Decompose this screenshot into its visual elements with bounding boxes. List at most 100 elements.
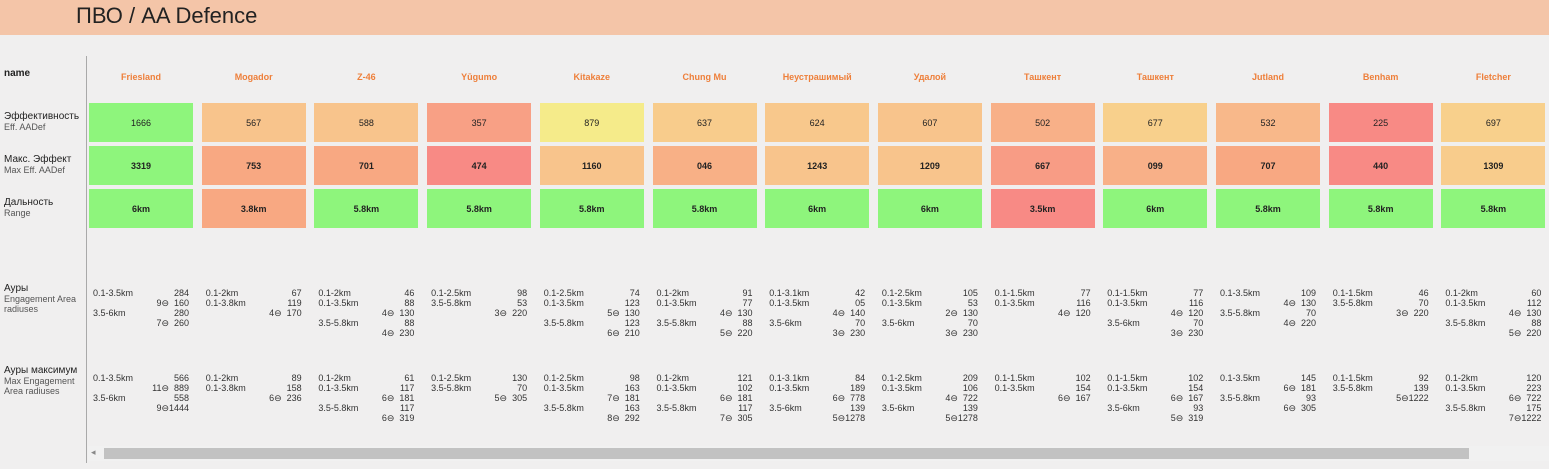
ship-column: Jutland 532 707 5.8km 0.1-3.5km 109 4⊖ 130 3.5-5… [1215, 36, 1327, 456]
ship-name[interactable]: Ташкент [1136, 72, 1174, 82]
max-aura-block-line: 0.1-3.5km 154 [995, 383, 1091, 393]
max-aura-block-line: 6⊖ 167 [1107, 393, 1204, 403]
max-aura-block-line: 0.1-2.5km 98 [544, 373, 640, 383]
aura-block-line: 5⊖ 220 [657, 328, 753, 338]
aura-block-line: 0.1-1.5km 77 [1107, 288, 1203, 298]
aura-count: 6⊖ [833, 393, 846, 403]
aura-value: 139 [962, 403, 978, 413]
aura-range: 0.1-3.1km [769, 288, 810, 298]
aura-block-line: 3.5-5.8km 88 [657, 318, 753, 328]
max-aura-block-line: 0.1-3.5km 189 [769, 383, 865, 393]
aura-range: 0.1-3.5km [543, 298, 584, 308]
aura-count-value: 4 [1508, 308, 1514, 318]
max-aura-block-line: 0.1-1.5km 92 [1333, 373, 1429, 383]
ship-name[interactable]: Yūgumo [461, 72, 498, 82]
aura-value: 88 [404, 318, 415, 328]
aura-value: 98 [629, 373, 640, 383]
aura-value: 116 [1076, 298, 1091, 308]
aura-count: 4⊖ [1283, 298, 1296, 308]
aura-range: 0.1-2.5km [431, 288, 472, 298]
aura-block-line: 3.5-5.8km 88 [318, 318, 414, 328]
aura-value: 305 [737, 413, 753, 423]
aura-count-value: 7 [1508, 413, 1514, 423]
aura-range: 0.1-3.5km [769, 298, 810, 308]
aura-value: 120 [1526, 373, 1542, 383]
aura-count-value: 5 [1170, 413, 1176, 423]
max-efficiency-cell: 3319 [89, 146, 193, 185]
ship-name[interactable]: Удалой [913, 72, 947, 82]
aura-block-line: 0.1-2.5km 105 [882, 288, 978, 298]
efficiency-cell: 607 [877, 103, 982, 142]
ship-name[interactable]: Jutland [1251, 72, 1284, 82]
aura-range: 3.5-5.8km [543, 318, 584, 328]
range-cell: 6km [765, 189, 870, 228]
aura-value: 220 [1526, 328, 1542, 338]
ship-name[interactable]: Kitakaze [573, 72, 611, 82]
aura-count: 8⊖ [607, 413, 620, 423]
ring-icon: ⊖ [499, 308, 508, 318]
aura-block-line: 9⊖ 160 [93, 298, 189, 308]
aura-range: 0.1-1.5km [1332, 288, 1373, 298]
aura-range: 0.1-3.5km [1445, 383, 1486, 393]
ship-column: Ташкент 677 099 6km 0.1-1.5km 77 0.1-3.5km 116 4… [1102, 36, 1214, 456]
aura-count: 5⊖ [1509, 328, 1522, 338]
aura-block-line: 3.5-5.8km 123 [544, 318, 640, 328]
row-label-range-ru: Дальность [4, 197, 54, 208]
ship-name[interactable]: Fletcher [1475, 72, 1511, 82]
ship-column: Mogador 567 753 3.8km 0.1-2km 67 0.1-3.8km 119 4… [201, 36, 313, 456]
aura-block: 0.1-1.5km 77 0.1-3.5km 116 4⊖ 120 [995, 288, 1091, 318]
aura-range: 3.5-5.8km [543, 403, 584, 413]
aura-block: 0.1-2km 60 0.1-3.5km 112 4⊖ 130 3.5-5.8km 88 5⊖ 2… [1445, 288, 1541, 338]
ring-icon: ⊖ [724, 413, 733, 423]
max-aura-block-line: 6⊖ 722 [1445, 393, 1542, 403]
efficiency-cell: 1666 [89, 103, 193, 142]
aura-range: 0.1-1.5km [994, 288, 1035, 298]
aura-range: 0.1-2.5km [543, 373, 584, 383]
horizontal-scrollbar[interactable]: ◂ [88, 446, 1549, 461]
ship-name[interactable]: Chung Mu [682, 72, 727, 82]
aura-count: 9⊖ [156, 298, 169, 308]
aura-range: 3.5-5.8km [1445, 318, 1486, 328]
aura-count: 3⊖ [495, 308, 508, 318]
aura-block-line: 3⊖ 220 [431, 308, 528, 318]
aura-value: 139 [850, 403, 866, 413]
aura-range: 0.1-2km [318, 288, 351, 298]
aura-count: 6⊖ [1283, 403, 1296, 413]
ship-name[interactable]: Mogador [234, 72, 273, 82]
aura-range: 3.5-6km [881, 318, 915, 328]
ship-name[interactable]: Неустрашимый [782, 72, 852, 82]
max-aura-block-line: 3.5-5.8km 70 [431, 383, 527, 393]
aura-block-line: 0.1-3.5km 88 [318, 298, 414, 308]
aura-value: 77 [742, 298, 753, 308]
aura-value: 61 [404, 373, 415, 383]
max-efficiency-cell: 440 [1328, 146, 1433, 185]
aura-range: 0.1-3.5km [1107, 383, 1148, 393]
aura-range: 0.1-2km [205, 373, 239, 383]
aura-block-line: 4⊖ 130 [1445, 308, 1542, 318]
aura-range: 0.1-3.5km [1107, 298, 1148, 308]
row-label-efficiency-en: Eff. AADef [4, 122, 46, 132]
ring-icon: ⊖ [612, 328, 620, 338]
efficiency-cell: 532 [1216, 103, 1320, 142]
ship-name[interactable]: Benham [1362, 72, 1399, 82]
aura-value: 46 [404, 288, 415, 298]
aura-count-value: 4 [1170, 308, 1176, 318]
max-aura-block: 0.1-2.5km 130 3.5-5.8km 70 5⊖ 305 [431, 373, 527, 403]
ship-name[interactable]: Friesland [120, 72, 161, 82]
scrollbar-thumb[interactable] [104, 448, 1469, 459]
aura-value: 77 [1193, 288, 1204, 298]
scroll-left-arrow-icon[interactable]: ◂ [91, 447, 96, 457]
aura-range: 0.1-3.5km [656, 383, 697, 393]
aura-count-value: 7 [719, 413, 725, 423]
aura-value: 140 [850, 308, 866, 318]
ring-icon: ⊖ [612, 393, 620, 403]
row-label-auras-en2: radiuses [4, 304, 39, 314]
aura-block-line: 4⊖ 130 [657, 308, 753, 318]
aura-range: 0.1-3.5km [994, 298, 1035, 308]
ship-name[interactable]: Ташкент [1024, 72, 1062, 82]
ship-name[interactable]: Z-46 [357, 72, 376, 82]
aura-range: 0.1-2km [656, 288, 690, 298]
aura-count: 4⊖ [833, 308, 846, 318]
aura-block-line: 4⊖ 130 [318, 308, 415, 318]
aura-count: 7⊖ [1509, 413, 1522, 423]
